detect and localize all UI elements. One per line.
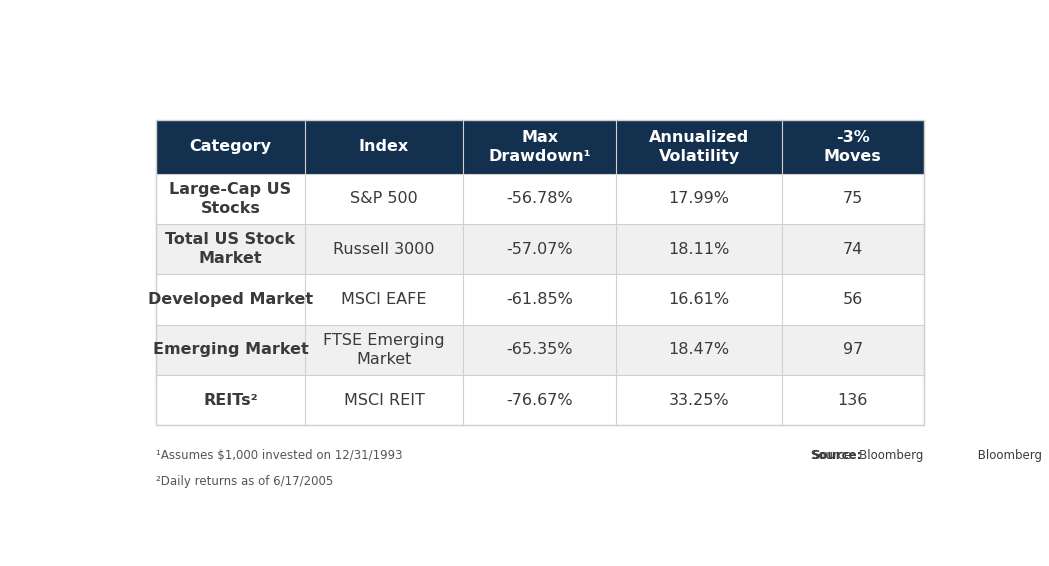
Bar bbox=[155, 174, 305, 224]
Bar bbox=[617, 224, 782, 275]
Bar bbox=[782, 275, 924, 325]
Bar bbox=[617, 325, 782, 375]
Bar bbox=[782, 174, 924, 224]
Text: Category: Category bbox=[190, 139, 272, 155]
Text: 33.25%: 33.25% bbox=[669, 393, 729, 408]
Text: Russell 3000: Russell 3000 bbox=[334, 242, 435, 256]
Text: 75: 75 bbox=[842, 191, 863, 206]
Bar bbox=[617, 120, 782, 174]
Bar bbox=[617, 174, 782, 224]
Text: Max
Drawdown¹: Max Drawdown¹ bbox=[489, 130, 591, 164]
Bar bbox=[463, 120, 617, 174]
Text: MSCI EAFE: MSCI EAFE bbox=[341, 292, 427, 307]
Text: 97: 97 bbox=[842, 342, 863, 357]
Text: ¹Assumes $1,000 invested on 12/31/1993: ¹Assumes $1,000 invested on 12/31/1993 bbox=[155, 449, 402, 462]
Bar bbox=[305, 120, 463, 174]
Text: Total US Stock
Market: Total US Stock Market bbox=[166, 232, 296, 266]
Text: 56: 56 bbox=[842, 292, 863, 307]
Text: Annualized
Volatility: Annualized Volatility bbox=[649, 130, 749, 164]
Bar bbox=[782, 375, 924, 425]
Text: 17.99%: 17.99% bbox=[668, 191, 729, 206]
Text: REITs²: REITs² bbox=[204, 393, 258, 408]
Text: 136: 136 bbox=[837, 393, 868, 408]
Text: Source:: Source: bbox=[811, 449, 862, 462]
Bar bbox=[463, 174, 617, 224]
Text: -61.85%: -61.85% bbox=[507, 292, 573, 307]
Text: -65.35%: -65.35% bbox=[507, 342, 573, 357]
Text: -3%
Moves: -3% Moves bbox=[823, 130, 881, 164]
Bar bbox=[155, 325, 305, 375]
Text: Developed Market: Developed Market bbox=[148, 292, 313, 307]
Bar bbox=[305, 275, 463, 325]
Bar bbox=[155, 120, 305, 174]
Bar bbox=[463, 375, 617, 425]
Bar bbox=[463, 275, 617, 325]
Text: FTSE Emerging
Market: FTSE Emerging Market bbox=[323, 333, 445, 367]
Text: -56.78%: -56.78% bbox=[507, 191, 573, 206]
Text: -57.07%: -57.07% bbox=[507, 242, 573, 256]
Bar bbox=[305, 224, 463, 275]
Text: Index: Index bbox=[359, 139, 409, 155]
Text: 18.47%: 18.47% bbox=[668, 342, 730, 357]
Text: MSCI REIT: MSCI REIT bbox=[344, 393, 425, 408]
Text: Large-Cap US
Stocks: Large-Cap US Stocks bbox=[169, 182, 292, 216]
Text: Bloomberg: Bloomberg bbox=[975, 449, 1043, 462]
Bar bbox=[305, 325, 463, 375]
Bar bbox=[305, 375, 463, 425]
Bar bbox=[155, 120, 924, 425]
Text: S&P 500: S&P 500 bbox=[350, 191, 418, 206]
Text: 74: 74 bbox=[842, 242, 863, 256]
Bar bbox=[782, 120, 924, 174]
Bar bbox=[463, 325, 617, 375]
Text: 16.61%: 16.61% bbox=[668, 292, 730, 307]
Bar bbox=[782, 325, 924, 375]
Text: Source: Bloomberg: Source: Bloomberg bbox=[811, 449, 924, 462]
Bar bbox=[305, 174, 463, 224]
Text: Emerging Market: Emerging Market bbox=[152, 342, 308, 357]
Bar bbox=[155, 224, 305, 275]
Bar bbox=[155, 375, 305, 425]
Bar bbox=[617, 275, 782, 325]
Bar bbox=[155, 275, 305, 325]
Text: -76.67%: -76.67% bbox=[507, 393, 573, 408]
Text: 18.11%: 18.11% bbox=[668, 242, 730, 256]
Bar bbox=[782, 224, 924, 275]
Bar bbox=[617, 375, 782, 425]
Bar bbox=[463, 224, 617, 275]
Text: ²Daily returns as of 6/17/2005: ²Daily returns as of 6/17/2005 bbox=[155, 475, 333, 488]
